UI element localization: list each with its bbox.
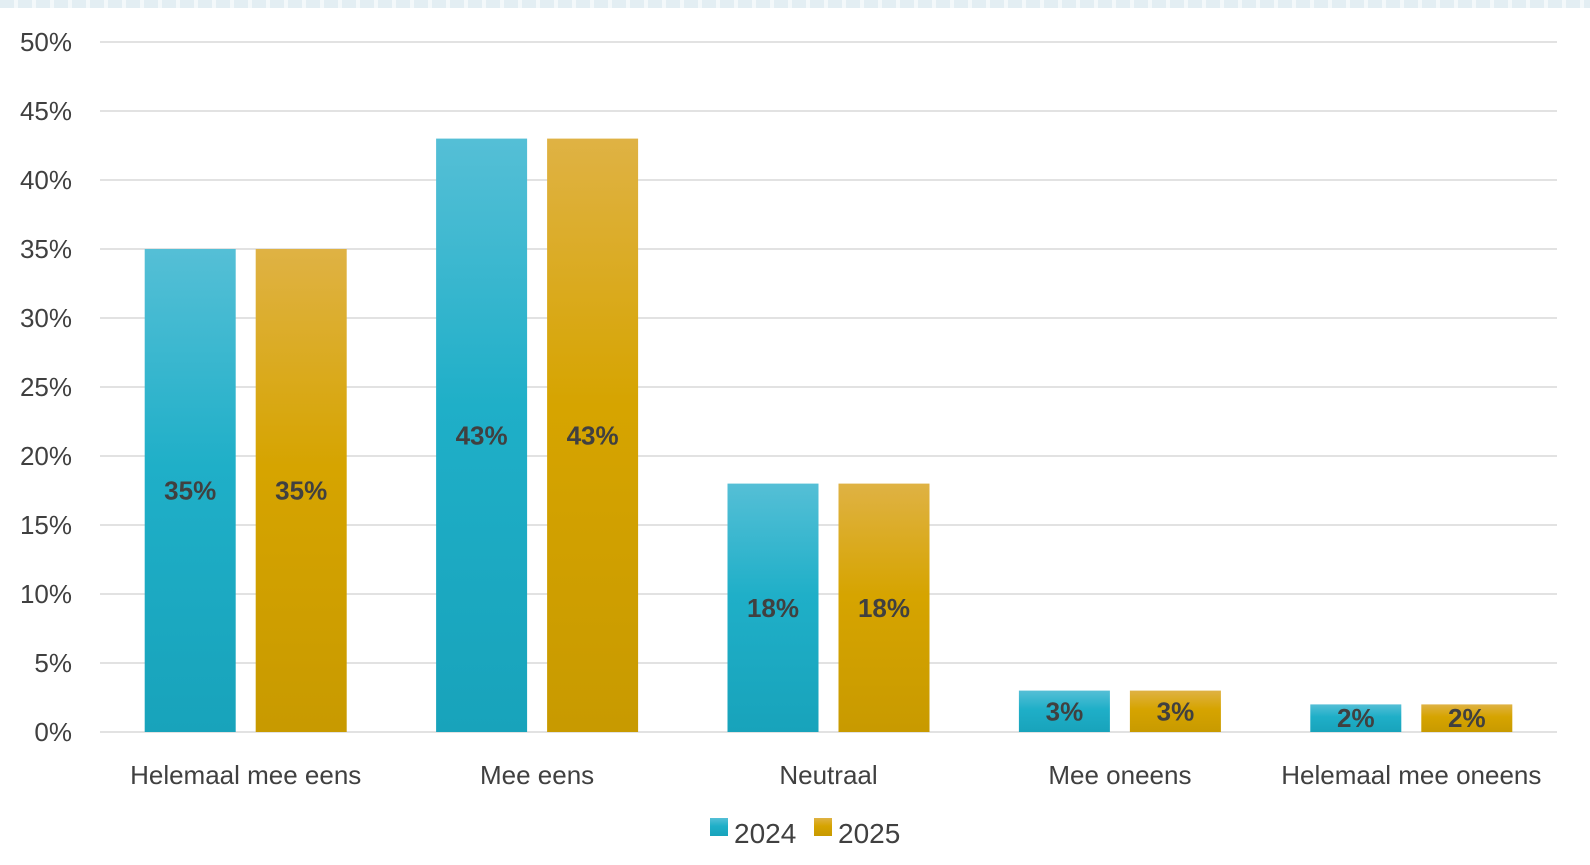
bar-2024 [1310,704,1402,732]
data-label: 35% [275,476,327,506]
y-tick-label: 35% [20,234,72,264]
data-label: 2% [1337,703,1375,733]
legend-label: 2024 [734,818,796,849]
data-labels: 35% 35% 43% 43% 18% 18% 3% 3% 2% 2% [164,420,1485,733]
bar-2025 [547,138,639,733]
bar-2024 [727,483,819,732]
y-tick-label: 25% [20,372,72,402]
legend-swatch-2025 [814,818,832,836]
x-category-label: Mee oneens [1048,760,1191,790]
bar-2024 [436,138,528,733]
legend-label: 2025 [838,818,900,849]
data-label: 3% [1046,696,1084,726]
x-category-label: Helemaal mee eens [130,760,361,790]
data-label: 35% [164,476,216,506]
data-label: 43% [456,420,508,450]
y-tick-label: 30% [20,303,72,333]
legend: 2024 2025 [710,818,900,849]
x-axis-category-labels: Helemaal mee eens Mee eens Neutraal Mee one… [130,760,1541,790]
bar-2024 [144,249,236,732]
top-border-strip [0,0,1590,8]
x-category-label: Helemaal mee oneens [1281,760,1541,790]
y-tick-label: 50% [20,27,72,57]
bar-2025 [1421,704,1513,732]
y-tick-label: 0% [34,717,72,747]
y-tick-label: 20% [20,441,72,471]
legend-swatch-2024 [710,818,728,836]
y-tick-label: 15% [20,510,72,540]
y-tick-label: 45% [20,96,72,126]
data-label: 43% [567,420,619,450]
bar-2024 [1018,690,1110,732]
y-tick-label: 40% [20,165,72,195]
y-tick-label: 5% [34,648,72,678]
bar-2025 [1129,690,1221,732]
y-tick-label: 10% [20,579,72,609]
x-category-label: Mee eens [480,760,594,790]
data-label: 3% [1157,696,1195,726]
bar-2025 [838,483,930,732]
x-category-label: Neutraal [779,760,877,790]
y-axis-tick-labels: 0% 5% 10% 15% 20% 25% 30% 35% 40% 45% 50% [20,27,72,747]
bar-2025 [255,249,347,732]
data-label: 2% [1448,703,1486,733]
data-label: 18% [858,593,910,623]
bars [144,138,1513,733]
data-label: 18% [747,593,799,623]
